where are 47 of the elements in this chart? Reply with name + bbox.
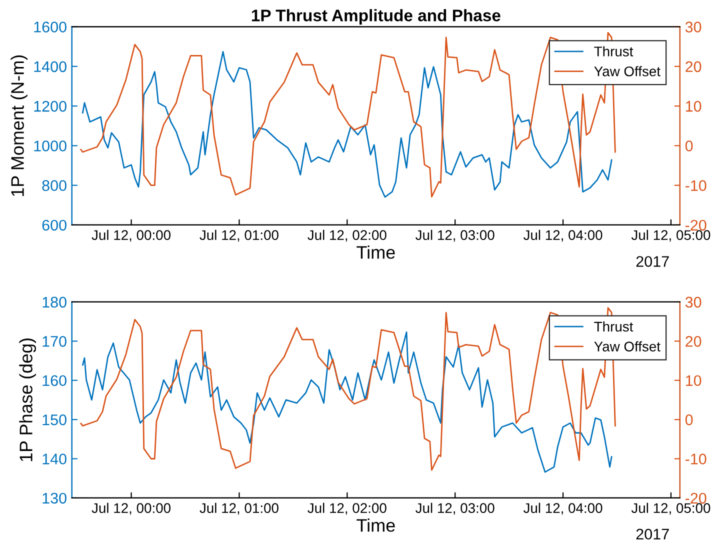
y2-tick-label: -20 [686, 220, 706, 231]
y-tick-label: 1400 [34, 61, 66, 72]
y-tick-label: 1200 [34, 100, 66, 112]
y-axis-title: 1P Phase (deg) [19, 338, 36, 462]
x-tick-label: Jul 12, 02:00 [308, 230, 386, 242]
text: 2017 [636, 256, 669, 267]
y-tick-label: 150 [42, 414, 66, 426]
y-tick-label: 130 [42, 492, 66, 504]
y2-tick-label: 10 [686, 375, 702, 386]
y2-tick-label: 30 [685, 22, 702, 32]
x-tick-label: Jul 12, 01:00 [200, 230, 278, 242]
x-tick-label: Jul 12, 05:00 [631, 502, 710, 515]
y2-tick-label: 0 [685, 140, 693, 152]
y2-tick-label: 10 [686, 100, 702, 112]
y-tick-label: 600 [42, 220, 66, 231]
y2-tick-label: 20 [686, 336, 702, 347]
x-tick-label: Jul 12, 05:00 [631, 230, 710, 242]
chart-title: 1P Thrust Amplitude and Phase [252, 9, 500, 25]
x-tick-label: Jul 12, 02:00 [308, 502, 386, 515]
y-tick-label: 170 [42, 336, 66, 347]
legend-label: Thrust [594, 321, 634, 332]
x-tick-label: Jul 12, 00:00 [92, 230, 171, 242]
x-tick-label: Jul 12, 04:00 [523, 230, 602, 242]
y2-tick-label: 30 [685, 296, 702, 308]
y2-tick-label: 20 [686, 61, 702, 72]
y-tick-label: 1600 [34, 22, 66, 32]
legend-label: Yaw Offset [594, 66, 660, 76]
x-tick-label: Jul 12, 04:00 [523, 502, 602, 515]
legend-label: Thrust [594, 46, 634, 56]
y-axis-title: 1P Moment (N-m) [10, 55, 28, 196]
y2-tick-label: 0 [685, 414, 693, 426]
x-tick-label: Jul 12, 01:00 [200, 502, 278, 515]
y-tick-label: 1000 [34, 140, 66, 152]
text: 2017 [636, 528, 669, 540]
x-tick-label: Jul 12, 00:00 [92, 502, 171, 515]
x-axis-title: Time [356, 246, 395, 259]
y2-tick-label: -10 [686, 454, 706, 464]
legend-label: Yaw Offset [594, 341, 660, 352]
y2-tick-label: -20 [686, 492, 706, 504]
x-axis-title: Time [356, 518, 395, 532]
y2-tick-label: -10 [686, 180, 706, 191]
y-tick-label: 800 [42, 180, 66, 191]
y-tick-label: 140 [42, 454, 66, 464]
y-tick-label: 160 [42, 375, 66, 386]
y-tick-label: 180 [42, 296, 66, 308]
x-tick-label: Jul 12, 03:00 [416, 502, 494, 515]
x-tick-label: Jul 12, 03:00 [416, 230, 494, 242]
